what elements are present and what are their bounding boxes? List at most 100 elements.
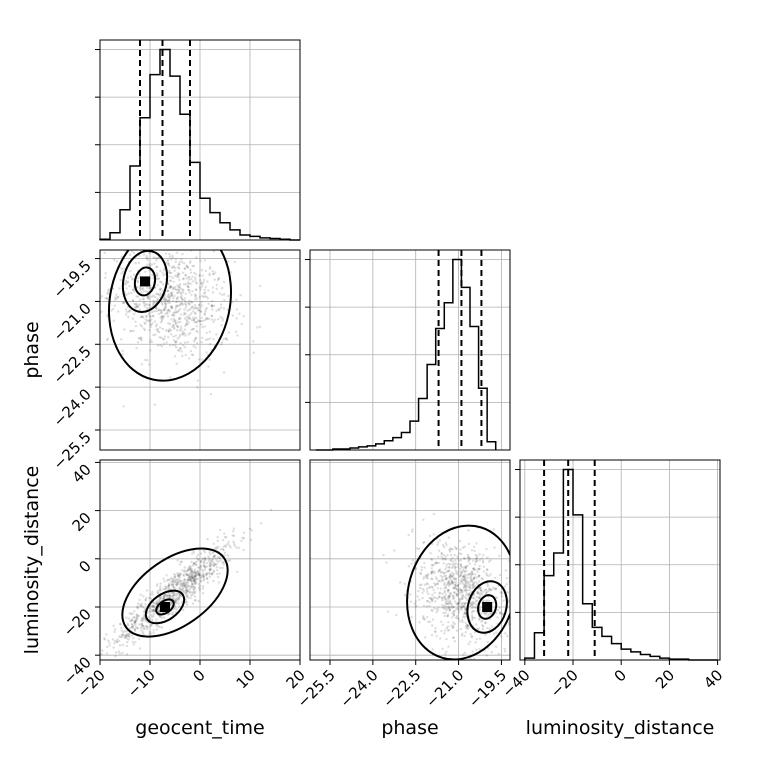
sample-point: [193, 317, 196, 320]
sample-point: [187, 285, 190, 289]
sample-point: [146, 295, 149, 298]
sample-point: [186, 584, 189, 587]
sample-point: [155, 274, 159, 277]
sample-point: [193, 271, 196, 275]
sample-point: [201, 575, 204, 579]
sample-point: [145, 290, 148, 293]
sample-point: [150, 615, 154, 619]
sample-point: [130, 619, 133, 622]
sample-point: [178, 597, 181, 600]
sample-point: [130, 634, 133, 637]
sample-point: [181, 333, 185, 336]
sample-point: [175, 297, 179, 300]
sample-point: [460, 589, 463, 592]
sample-point: [439, 574, 442, 577]
sample-point: [488, 627, 491, 630]
sample-point: [151, 314, 155, 318]
sample-point: [131, 624, 134, 627]
sample-point: [160, 281, 163, 284]
sample-point: [465, 586, 468, 589]
sample-point: [464, 566, 467, 569]
sample-point: [484, 588, 487, 592]
sample-point: [155, 274, 158, 277]
sample-point: [187, 288, 190, 292]
sample-point: [150, 610, 153, 613]
sample-point: [185, 323, 188, 326]
sample-point: [218, 556, 222, 559]
sample-point: [194, 587, 197, 590]
x-axis-label-luminosity-distance: luminosity_distance: [526, 717, 715, 739]
sample-point: [242, 531, 246, 534]
sample-point: [135, 305, 139, 308]
density-peak: [140, 276, 150, 287]
sample-point: [186, 315, 189, 319]
sample-point: [191, 306, 194, 309]
sample-point: [195, 560, 198, 563]
sample-point: [210, 303, 214, 307]
sample-point: [210, 304, 214, 308]
sample-point: [173, 314, 176, 317]
sample-point: [227, 540, 230, 544]
sample-point: [195, 581, 198, 584]
sample-point: [467, 556, 470, 559]
sample-point: [444, 597, 448, 600]
sample-point: [162, 593, 165, 597]
sample-point: [177, 602, 180, 605]
sample-point: [151, 609, 154, 612]
sample-point: [440, 555, 443, 558]
panel-geocent-time-vs-phase: [100, 250, 262, 408]
sample-point: [220, 324, 223, 327]
sample-point: [460, 608, 463, 611]
sample-point: [215, 283, 218, 287]
sample-point: [190, 575, 194, 578]
sample-point: [160, 319, 164, 323]
sample-point: [175, 598, 178, 601]
sample-point: [216, 278, 220, 282]
sample-point: [448, 609, 451, 612]
sample-point: [183, 267, 186, 270]
x-tick-label: −21.0: [422, 666, 467, 711]
sample-point: [168, 594, 171, 597]
sample-point: [133, 621, 136, 624]
sample-point: [224, 545, 227, 548]
sample-point: [187, 584, 190, 588]
sample-point: [458, 539, 462, 543]
sample-point: [143, 627, 146, 630]
sample-point: [193, 311, 197, 314]
sample-point: [445, 563, 448, 566]
sample-point: [204, 559, 207, 562]
sample-point: [122, 631, 125, 634]
sample-point: [142, 610, 146, 613]
sample-point: [206, 297, 209, 300]
sample-point: [409, 600, 413, 603]
histogram-phase: [315, 258, 497, 451]
sample-point: [464, 565, 467, 568]
sample-point: [173, 580, 176, 584]
sample-point: [176, 578, 179, 581]
sample-point: [212, 570, 215, 574]
sample-point: [152, 610, 155, 613]
sample-point: [484, 588, 488, 591]
sample-point: [486, 640, 490, 644]
sample-point: [196, 572, 199, 575]
sample-point: [465, 569, 468, 573]
sample-point: [458, 575, 461, 578]
sample-point: [140, 363, 144, 366]
sample-point: [465, 565, 468, 568]
sample-point: [216, 539, 220, 542]
sample-point: [158, 336, 161, 339]
sample-point: [500, 592, 503, 595]
sample-point: [144, 598, 147, 601]
sample-point: [151, 274, 154, 277]
sample-point: [155, 601, 158, 604]
sample-point: [472, 601, 475, 604]
sample-point: [183, 332, 186, 335]
sample-point: [200, 285, 204, 288]
sample-point: [213, 547, 217, 550]
sample-point: [192, 562, 196, 566]
sample-point: [512, 608, 514, 610]
sample-point: [141, 288, 144, 291]
x-tick-label: 10: [233, 666, 259, 692]
sample-point: [462, 586, 466, 589]
sample-point: [161, 289, 164, 292]
